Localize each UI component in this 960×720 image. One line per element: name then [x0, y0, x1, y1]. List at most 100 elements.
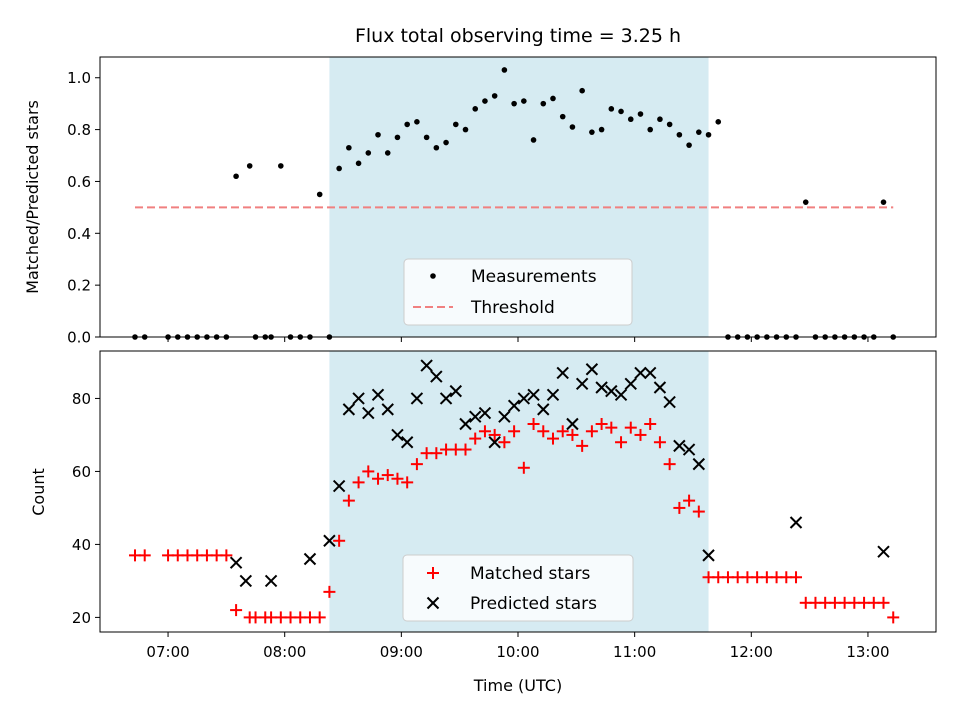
predicted-star-point: [556, 366, 569, 380]
matched-star-point: [498, 436, 511, 449]
predicted-star-point: [643, 366, 657, 380]
measurement-point: [608, 106, 615, 112]
matched-star-point: [410, 458, 423, 471]
measurement-point: [355, 160, 362, 167]
measurement-point: [647, 126, 654, 133]
measurement-point: [521, 98, 527, 104]
predicted-star-point: [527, 388, 540, 401]
predicted-star-point: [624, 377, 637, 391]
measurement-point: [491, 93, 498, 99]
predicted-star-point: [595, 381, 608, 394]
matched-star-point: [663, 458, 676, 471]
matched-star-point: [381, 469, 394, 482]
measurement-point: [705, 131, 712, 138]
measurement-point: [423, 134, 430, 141]
predicted-star-point: [702, 549, 715, 562]
bottom-y-axis: 20 40 60 80: [72, 390, 100, 627]
predicted-stars-points: [229, 359, 890, 588]
predicted-star-point: [459, 417, 472, 431]
measurement-point: [316, 191, 323, 198]
x-tick-label: 11:00: [613, 643, 656, 661]
matched-star-point: [546, 432, 559, 445]
measurement-point: [482, 98, 488, 104]
measurement-point: [569, 124, 576, 130]
predicted-star-point: [352, 392, 365, 405]
matched-star-point: [595, 417, 608, 430]
y-tick-label: 0.8: [67, 121, 91, 139]
predicted-star-point: [488, 436, 501, 449]
y-tick-label: 0.0: [67, 329, 91, 347]
measurement-point: [676, 131, 683, 138]
measurement-point: [278, 163, 284, 169]
matched-star-point: [624, 421, 637, 434]
measurement-point: [233, 173, 239, 180]
matched-star-point: [634, 428, 647, 441]
measurement-point: [384, 150, 391, 156]
matched-star-point: [615, 436, 628, 449]
x-tick-label: 08:00: [263, 643, 306, 661]
predicted-star-point: [229, 556, 243, 569]
predicted-star-point: [575, 377, 589, 391]
matched-star-point: [605, 421, 618, 434]
bottom-panel: 20 40 60 80 07:00 08:00 09:00 10:00 11:00 12:00 1…: [29, 350, 937, 695]
predicted-star-point: [332, 479, 346, 493]
matched-star-point: [566, 428, 579, 441]
y-tick-label: 40: [72, 536, 91, 554]
matched-star-point: [220, 549, 233, 562]
measurement-point: [880, 199, 887, 205]
y-tick-label: 20: [72, 609, 91, 627]
matched-star-point: [230, 604, 243, 617]
measurement-point: [666, 121, 673, 128]
measurement-point: [346, 144, 352, 151]
predicted-star-point: [362, 406, 375, 420]
measurement-point: [365, 150, 372, 156]
measurement-point: [462, 126, 469, 133]
matched-star-point: [459, 443, 472, 456]
measurement-point: [589, 129, 595, 135]
predicted-star-point: [323, 534, 336, 547]
top-y-axis-label: Matched/Predicted stars: [23, 100, 42, 294]
measurement-point: [404, 121, 410, 128]
bottom-y-axis-label: Count: [29, 468, 48, 516]
matched-star-point: [508, 425, 521, 438]
predicted-star-point: [585, 363, 599, 376]
predicted-star-point: [391, 428, 404, 442]
measurement-point: [540, 100, 547, 107]
x-tick-label: 13:00: [846, 643, 889, 661]
matched-star-point: [362, 465, 375, 478]
matched-star-point: [537, 425, 550, 438]
y-tick-label: 0.2: [67, 277, 91, 295]
matched-star-point: [692, 505, 705, 518]
matched-star-point: [683, 494, 696, 507]
predicted-star-point: [498, 410, 511, 423]
predicted-star-point: [478, 406, 492, 420]
legend-label-threshold: Threshold: [470, 298, 555, 318]
y-tick-label: 80: [72, 390, 91, 408]
measurement-point: [530, 137, 537, 143]
y-tick-label: 60: [72, 463, 91, 481]
predicted-star-point: [449, 384, 462, 398]
predicted-star-point: [605, 384, 618, 398]
predicted-star-point: [614, 388, 628, 401]
measurement-point: [627, 116, 634, 123]
predicted-star-point: [537, 403, 550, 416]
measurement-point: [715, 119, 722, 125]
predicted-star-point: [420, 359, 433, 372]
matched-star-point: [576, 439, 589, 452]
matched-star-point: [352, 476, 365, 489]
legend-label-predicted: Predicted stars: [470, 594, 597, 614]
predicted-star-point: [507, 399, 521, 412]
matched-star-point: [527, 417, 540, 430]
matched-star-point: [391, 472, 404, 485]
predicted-star-point: [410, 392, 424, 405]
predicted-star-point: [673, 439, 686, 453]
matched-star-point: [488, 428, 501, 441]
matched-star-point: [653, 436, 666, 449]
predicted-star-point: [877, 545, 890, 558]
measurement-point: [686, 142, 692, 148]
top-panel: 0.0 0.2 0.4 0.6 0.8 1.0 Matched/Predicted sta…: [23, 56, 937, 347]
measurement-point: [336, 165, 342, 172]
top-x-ticks: [167, 337, 869, 342]
matched-star-point: [469, 432, 482, 445]
measurement-point: [472, 106, 479, 112]
